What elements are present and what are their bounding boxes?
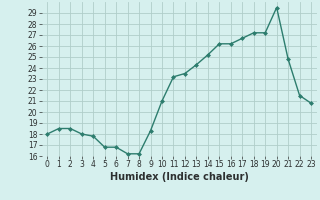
X-axis label: Humidex (Indice chaleur): Humidex (Indice chaleur)	[110, 172, 249, 182]
